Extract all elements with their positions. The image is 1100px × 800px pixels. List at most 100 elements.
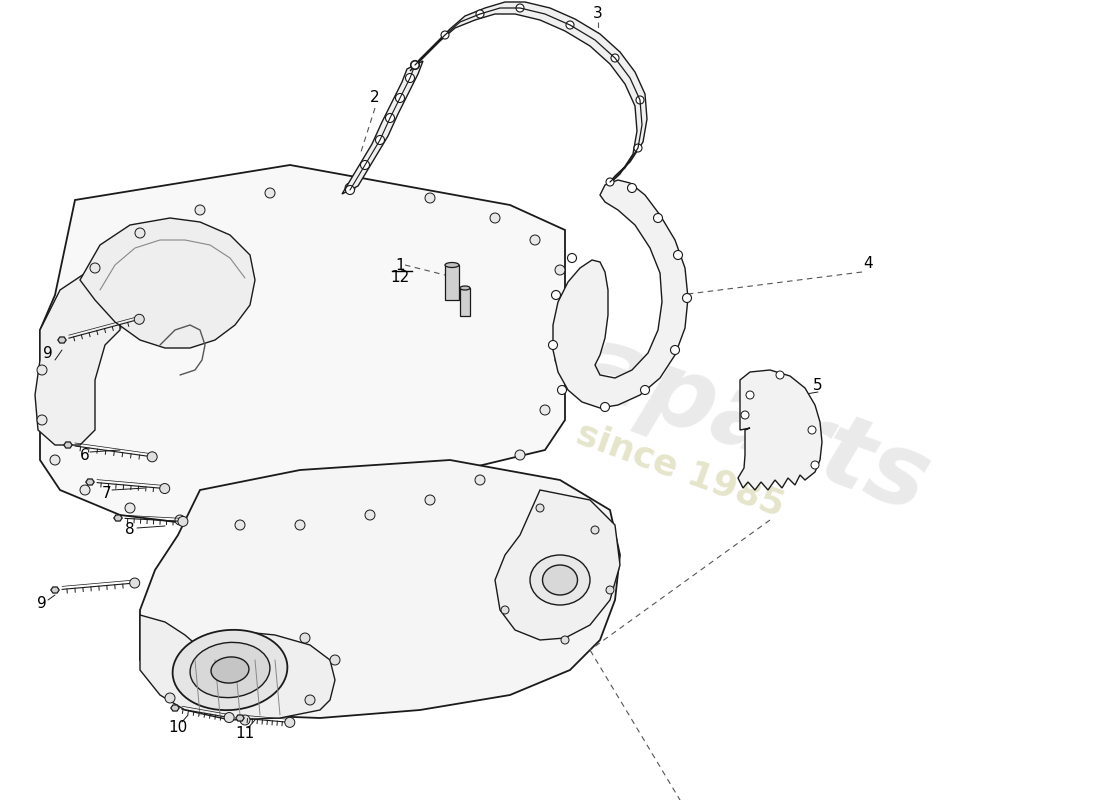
Circle shape: [50, 455, 60, 465]
Polygon shape: [170, 705, 179, 711]
Circle shape: [808, 426, 816, 434]
Polygon shape: [140, 615, 336, 720]
Polygon shape: [35, 265, 120, 445]
Circle shape: [671, 346, 680, 354]
Ellipse shape: [530, 555, 590, 605]
Circle shape: [530, 235, 540, 245]
Ellipse shape: [190, 642, 270, 698]
Circle shape: [516, 4, 524, 12]
Circle shape: [682, 294, 692, 302]
Circle shape: [540, 405, 550, 415]
Circle shape: [135, 228, 145, 238]
Circle shape: [634, 144, 642, 152]
Circle shape: [240, 715, 250, 725]
Circle shape: [556, 355, 565, 365]
Circle shape: [811, 461, 819, 469]
Text: since 1985: since 1985: [571, 417, 789, 523]
Polygon shape: [51, 587, 59, 593]
Circle shape: [560, 305, 570, 315]
Text: 12: 12: [390, 270, 409, 286]
Circle shape: [515, 450, 525, 460]
Circle shape: [365, 510, 375, 520]
Circle shape: [130, 578, 140, 588]
Circle shape: [361, 161, 370, 170]
Circle shape: [441, 31, 449, 39]
Circle shape: [160, 483, 169, 494]
Circle shape: [746, 391, 754, 399]
Circle shape: [195, 205, 205, 215]
Circle shape: [295, 520, 305, 530]
Circle shape: [673, 250, 682, 259]
Ellipse shape: [460, 286, 470, 290]
Text: 4: 4: [864, 257, 872, 271]
Circle shape: [475, 475, 485, 485]
Text: 5: 5: [813, 378, 823, 393]
Circle shape: [80, 485, 90, 495]
Circle shape: [90, 263, 100, 273]
Ellipse shape: [542, 565, 578, 595]
Circle shape: [330, 655, 340, 665]
Circle shape: [396, 94, 405, 102]
Polygon shape: [446, 265, 459, 300]
Circle shape: [636, 96, 644, 104]
Circle shape: [606, 178, 614, 186]
Polygon shape: [235, 715, 244, 721]
Circle shape: [305, 695, 315, 705]
Polygon shape: [342, 61, 424, 194]
Circle shape: [776, 371, 784, 379]
Polygon shape: [64, 442, 73, 448]
Circle shape: [345, 186, 354, 194]
Text: 9: 9: [43, 346, 53, 361]
Circle shape: [235, 520, 245, 530]
Circle shape: [558, 386, 566, 394]
Text: 11: 11: [235, 726, 254, 741]
Polygon shape: [460, 288, 470, 316]
Circle shape: [566, 21, 574, 29]
Ellipse shape: [211, 657, 249, 683]
Polygon shape: [410, 2, 647, 188]
Circle shape: [741, 411, 749, 419]
Circle shape: [536, 504, 544, 512]
Circle shape: [385, 114, 395, 122]
Circle shape: [37, 365, 47, 375]
Circle shape: [425, 495, 435, 505]
Circle shape: [285, 718, 295, 727]
Circle shape: [300, 633, 310, 643]
Text: 2: 2: [371, 90, 380, 106]
Circle shape: [425, 193, 435, 203]
Text: 1: 1: [395, 258, 405, 273]
Circle shape: [627, 183, 637, 193]
Circle shape: [610, 54, 619, 62]
Circle shape: [601, 402, 609, 411]
Circle shape: [345, 183, 355, 193]
Circle shape: [375, 135, 385, 145]
Circle shape: [551, 290, 561, 299]
Polygon shape: [495, 490, 620, 640]
Circle shape: [568, 254, 576, 262]
Ellipse shape: [173, 630, 287, 710]
Text: 7: 7: [102, 486, 112, 501]
Circle shape: [561, 636, 569, 644]
Circle shape: [556, 265, 565, 275]
Polygon shape: [553, 180, 688, 408]
Circle shape: [606, 586, 614, 594]
Circle shape: [265, 188, 275, 198]
Circle shape: [500, 606, 509, 614]
Circle shape: [165, 693, 175, 703]
Circle shape: [178, 517, 188, 526]
Circle shape: [147, 452, 157, 462]
Circle shape: [490, 213, 500, 223]
Ellipse shape: [446, 262, 459, 267]
Polygon shape: [140, 460, 620, 718]
Circle shape: [549, 341, 558, 350]
Circle shape: [476, 10, 484, 18]
Text: europaparts: europaparts: [258, 206, 942, 534]
Polygon shape: [58, 337, 66, 343]
Text: 9: 9: [37, 595, 47, 610]
Circle shape: [175, 515, 185, 525]
Circle shape: [406, 74, 415, 82]
Text: 3: 3: [593, 6, 603, 22]
Circle shape: [653, 214, 662, 222]
Text: 10: 10: [168, 721, 188, 735]
Text: 6: 6: [80, 447, 90, 462]
